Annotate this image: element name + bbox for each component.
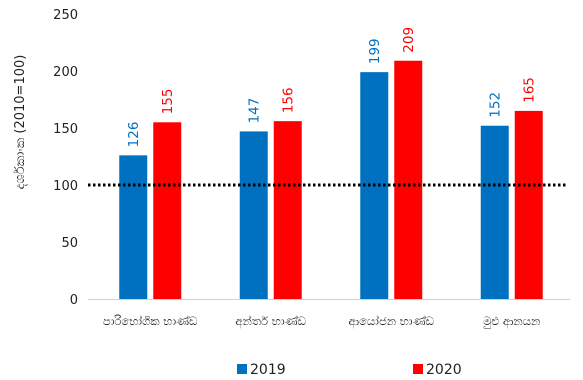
category-label: අන්තර් භාණ්ඩ: [235, 314, 306, 329]
data-label-2020-0: 155: [160, 89, 176, 115]
legend-swatch-2020: [413, 364, 423, 374]
bar-2020-3: [514, 110, 543, 300]
y-tick-label: 150: [53, 122, 78, 137]
y-tick-label: 200: [53, 65, 78, 80]
bar-2020-1: [273, 121, 302, 299]
y-tick-label: 50: [61, 236, 78, 251]
legend-label-2019: 2019: [250, 362, 286, 378]
bar-2019-1: [239, 131, 268, 299]
legend-swatch-2019: [237, 364, 247, 374]
y-tick-label: 0: [70, 293, 78, 308]
legend: 2019 2020: [237, 362, 462, 378]
data-labels: 126 155 147 156 199 209 152 165: [126, 27, 538, 147]
category-label: මුළු ආනයන: [482, 314, 541, 329]
data-label-2020-2: 209: [401, 27, 417, 53]
y-tick-label: 250: [53, 8, 78, 23]
y-axis-ticks: 0 50 100 150 200 250: [53, 8, 78, 308]
legend-label-2020: 2020: [426, 362, 462, 378]
category-label: පාරිභෝගික භාණ්ඩ: [103, 314, 198, 328]
y-tick-label: 100: [53, 179, 78, 194]
category-label: ආයෝජන භාණ්ඩ: [348, 314, 434, 329]
data-label-2019-0: 126: [126, 122, 142, 148]
data-label-2020-3: 165: [522, 77, 538, 103]
bar-2019-3: [480, 125, 509, 299]
data-label-2020-1: 156: [281, 87, 297, 113]
data-label-2019-2: 199: [367, 38, 383, 64]
bar-2020-2: [394, 60, 423, 299]
category-labels: පාරිභෝගික භාණ්ඩ අන්තර් භාණ්ඩ ආයෝජන භාණ්ඩ මු…: [103, 314, 541, 329]
bar-2020-0: [153, 122, 182, 299]
data-label-2019-3: 152: [488, 92, 504, 118]
bars: [119, 60, 543, 300]
bar-2019-0: [119, 155, 148, 299]
data-label-2019-1: 147: [247, 98, 263, 124]
y-axis-label: දර්ශකාංක (2010=100): [12, 55, 28, 190]
